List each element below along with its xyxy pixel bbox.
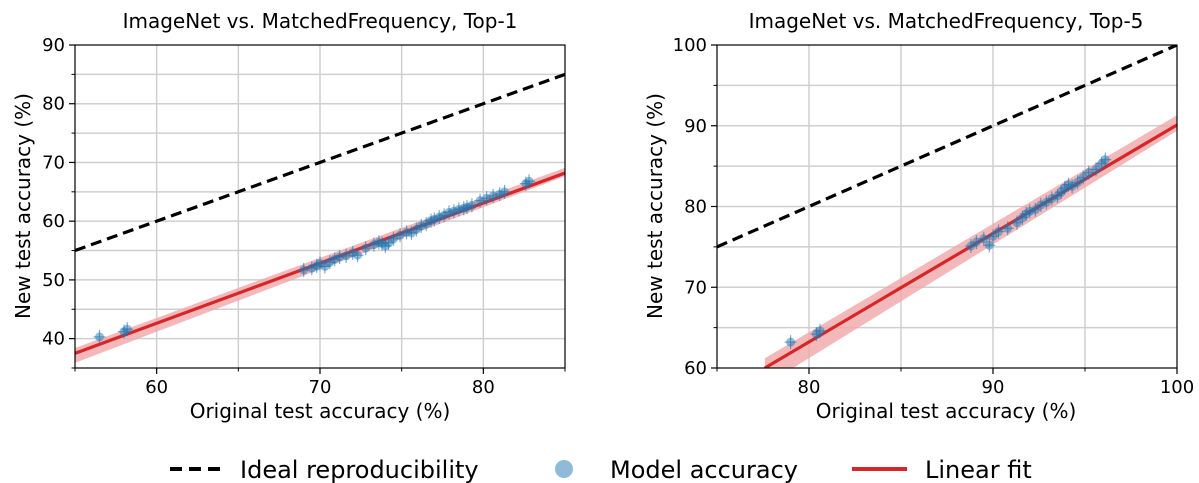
ideal-line (717, 45, 1177, 249)
data-point (361, 243, 371, 253)
chart-title: ImageNet vs. MatchedFrequency, Top-1 (123, 9, 518, 33)
chart-top5: ImageNet vs. MatchedFrequency, Top-5 80 9… (643, 9, 1194, 423)
data-point (467, 200, 477, 210)
data-point (971, 237, 981, 247)
y-tick-label: 40 (42, 329, 65, 350)
plot-clipped (717, 45, 1177, 368)
x-tick-label: 90 (982, 377, 1005, 398)
y-tick-label: 80 (684, 197, 707, 218)
data-point (122, 324, 132, 334)
x-tick-label: 70 (309, 377, 332, 398)
ideal-line (75, 72, 565, 253)
x-axis-label: Original test accuracy (%) (816, 399, 1077, 423)
x-axis-label: Original test accuracy (%) (190, 399, 451, 423)
chart-title: ImageNet vs. MatchedFrequency, Top-5 (749, 9, 1144, 33)
data-point (353, 250, 363, 260)
data-point (979, 234, 989, 244)
data-point (786, 337, 796, 347)
y-tick-label: 60 (42, 211, 65, 232)
legend-model-label: Model accuracy (610, 456, 798, 483)
y-axis-label: New test accuracy (%) (11, 93, 35, 319)
data-point (95, 332, 104, 342)
legend-fit-label: Linear fit (925, 456, 1032, 483)
x-tick-label: 60 (145, 377, 168, 398)
legend-model-swatch (555, 460, 573, 478)
data-point (984, 240, 994, 250)
legend-ideal-label: Ideal reproducibility (240, 456, 479, 483)
y-tick-label: 100 (673, 35, 707, 56)
data-point (1003, 223, 1013, 233)
axis-ticks: 80 90 100 60 70 80 90 100 (673, 35, 1195, 398)
y-tick-label: 90 (42, 35, 65, 56)
legend: Ideal reproducibility Model accuracy Lin… (170, 456, 1032, 483)
y-tick-label: 70 (684, 277, 707, 298)
data-point (815, 326, 825, 336)
grid (75, 45, 565, 368)
data-point (500, 187, 510, 197)
plot-area (75, 72, 565, 363)
data-point (1084, 168, 1094, 178)
x-tick-label: 80 (472, 377, 495, 398)
y-tick-label: 60 (684, 358, 707, 379)
plot-area (717, 45, 1177, 368)
y-tick-label: 90 (684, 116, 707, 137)
chart-top1: ImageNet vs. MatchedFrequency, Top-1 60 7… (11, 9, 566, 423)
y-tick-label: 50 (42, 270, 65, 291)
y-tick-label: 80 (42, 94, 65, 115)
data-point (1100, 155, 1110, 165)
grid (717, 45, 1177, 368)
y-axis-label: New test accuracy (%) (643, 93, 667, 319)
x-tick-label: 100 (1160, 377, 1194, 398)
data-point (524, 176, 534, 186)
data-point (299, 265, 309, 275)
y-tick-label: 70 (42, 152, 65, 173)
axis-ticks: 60 70 80 40 50 60 70 80 90 (42, 35, 566, 398)
data-point (1091, 164, 1101, 174)
plot-clipped (75, 72, 565, 363)
x-tick-label: 80 (798, 377, 821, 398)
data-point (994, 227, 1004, 237)
